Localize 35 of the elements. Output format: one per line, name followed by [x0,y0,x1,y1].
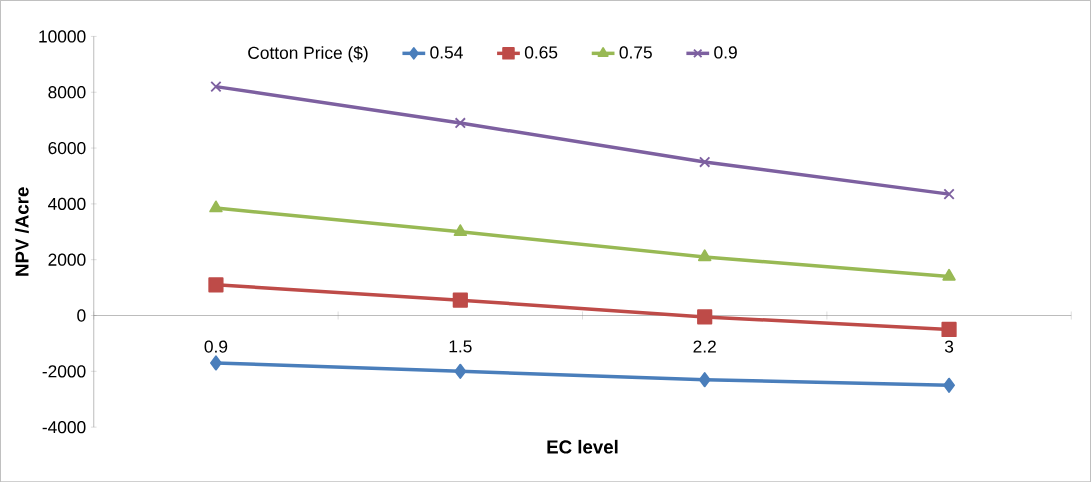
point [210,355,222,371]
y-tick-label: -2000 [42,365,86,378]
y-tick-label: 8000 [48,85,86,99]
point [943,377,956,393]
legend-label: 0.9 [714,46,737,59]
point [210,80,222,93]
legend-label: 0.54 [430,46,463,59]
x-tick-label: 2.2 [693,340,716,353]
legend-label: 0.65 [524,46,558,59]
point [697,249,712,262]
point [452,292,468,308]
point [209,200,223,213]
y-tick-label: 2000 [48,253,86,266]
x-tick-label: 3 [944,340,954,353]
y-axis-title: NPV /Acre [14,187,29,276]
legend-label: 0.75 [619,46,652,59]
x-tick-label: 0.9 [204,340,228,353]
point [453,224,468,236]
point [941,321,957,337]
legend-title: Cotton Price ($) [248,45,368,63]
y-tick-label: 0 [77,309,86,322]
x-axis-title: EC level [547,439,618,454]
point [698,371,711,388]
point [208,277,224,293]
y-tick-label: 4000 [48,197,86,210]
y-tick-label: 10000 [39,30,86,43]
point [943,188,955,200]
point [454,117,466,129]
point [942,268,956,281]
y-tick-label: 6000 [48,141,86,155]
point [697,309,713,325]
x-tick-label: 1.5 [449,340,472,353]
point [454,363,467,379]
y-tick-label: -4000 [42,420,86,434]
point [699,156,711,168]
